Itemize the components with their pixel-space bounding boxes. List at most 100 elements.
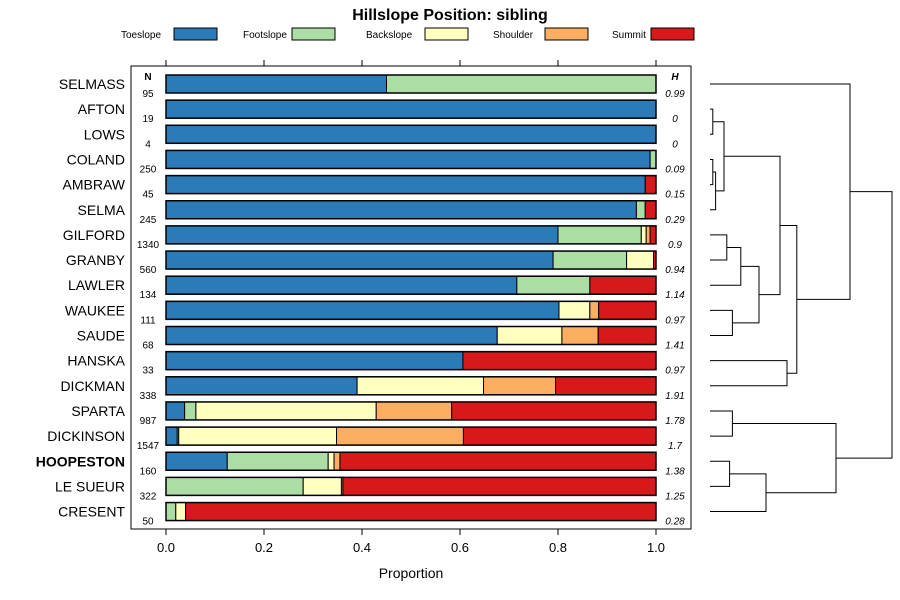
bar-segment-backslope — [327, 451, 335, 471]
legend-label-toeslope: Toeslope — [121, 30, 161, 41]
bar-row: GILFORD 1340 0.9 — [63, 225, 682, 251]
bar-outline — [165, 99, 657, 119]
dendrogram-branch — [712, 121, 725, 192]
bar-segment-backslope — [640, 225, 647, 245]
legend-label-footslope: Footslope — [243, 30, 287, 41]
row-label: LOWS — [84, 126, 125, 142]
row-label: WAUKEE — [65, 302, 125, 318]
row-h-value: 0 — [672, 139, 678, 150]
row-h-value: 0.28 — [665, 517, 685, 528]
row-n-value: 4 — [145, 139, 151, 150]
bar-row: DICKINSON 1547 1.7 — [47, 426, 682, 452]
row-n-value: 1340 — [137, 240, 160, 251]
row-label: CRESENT — [58, 504, 125, 520]
bar-outline — [165, 325, 657, 346]
bar-segment-footslope — [516, 275, 591, 295]
row-h-value: 0.97 — [665, 366, 685, 377]
bar-outline — [165, 350, 657, 371]
bar-segment-footslope — [184, 401, 197, 421]
x-tick-label: 1.0 — [647, 540, 665, 555]
bar-segment-toeslope — [165, 426, 178, 446]
bar-segment-summit — [598, 300, 657, 320]
bar-segment-backslope — [302, 476, 342, 496]
bar-segment-toeslope — [165, 250, 554, 270]
bar-segment-shoulder — [483, 376, 557, 396]
x-tick-label: 0.2 — [255, 540, 273, 555]
row-h-value: 0.97 — [665, 315, 685, 326]
row-label: SELMASS — [59, 76, 125, 92]
bar-segment-toeslope — [165, 351, 464, 371]
bar-outline — [165, 74, 657, 94]
legend-swatch-summit — [650, 27, 695, 41]
dendrogram-branch — [732, 423, 837, 494]
row-n-value: 95 — [142, 89, 154, 100]
bar-row: SELMA 245 0.29 — [78, 200, 685, 226]
bar-segment-footslope — [226, 451, 329, 471]
legend: Toeslope Footslope Backslope Shoulder Summit — [121, 27, 695, 41]
dendrogram-branch — [710, 360, 788, 387]
bar-outline — [165, 124, 657, 145]
row-h-value: 1.7 — [668, 441, 682, 452]
dendrogram-branch — [710, 158, 714, 186]
bar-row: SAUDE 68 1.41 — [77, 325, 685, 352]
dendrogram-branch — [710, 410, 733, 437]
row-n-value: 987 — [140, 416, 157, 427]
bar-segment-summit — [589, 275, 657, 295]
bar-segment-toeslope — [165, 401, 186, 421]
row-label: LAWLER — [68, 277, 125, 293]
bar-outline — [165, 225, 657, 245]
row-n-value: 322 — [140, 491, 157, 502]
row-n-value: 33 — [142, 366, 154, 377]
row-n-value: 19 — [142, 114, 154, 125]
bar-segment-footslope — [165, 476, 304, 496]
bar-segment-backslope — [496, 326, 563, 345]
dendrogram-branch — [710, 309, 733, 336]
row-h-value: 0.9 — [668, 240, 682, 251]
bar-segment-summit — [462, 426, 657, 446]
row-n-value: 245 — [140, 215, 157, 226]
bar-row: AFTON 19 0 — [78, 99, 678, 125]
row-label: HANSKA — [67, 353, 125, 369]
bar-segment-toeslope — [165, 225, 559, 245]
dendrogram-branch — [732, 265, 760, 324]
row-label: DICKMAN — [60, 378, 125, 394]
row-n-value: 338 — [140, 391, 157, 402]
bar-row: HOOPESTON 160 1.38 — [36, 451, 685, 477]
plot-frame — [130, 65, 692, 530]
legend-swatch-toeslope — [173, 27, 218, 41]
bar-segment-summit — [339, 451, 657, 471]
bar-outline — [165, 376, 657, 396]
bar-outline — [165, 501, 657, 522]
bar-segment-footslope — [557, 225, 642, 245]
row-n-value: 250 — [140, 164, 157, 175]
bar-row: LOWS 4 0 — [84, 124, 678, 150]
row-h-value: 1.41 — [665, 341, 684, 352]
bar-row: SPARTA 987 1.78 — [71, 401, 685, 427]
legend-label-shoulder: Shoulder — [493, 30, 534, 41]
legend-label-backslope: Backslope — [366, 30, 413, 41]
bar-outline — [165, 174, 657, 195]
bar-segment-footslope — [165, 502, 177, 522]
row-h-value: 1.78 — [665, 416, 685, 427]
row-h-value: 1.91 — [665, 391, 684, 402]
row-h-value: 1.25 — [665, 491, 685, 502]
bar-rows: SELMASS 95 0.99 AFTON 19 0 LOWS 4 0 COLAND 250 0.09… — [36, 74, 685, 528]
row-n-value: 560 — [140, 265, 157, 276]
bar-row: SELMASS 95 0.99 — [59, 74, 685, 100]
bar-segment-summit — [555, 376, 657, 396]
bar-segment-shoulder — [645, 225, 651, 245]
bar-segment-backslope — [175, 502, 187, 522]
chart-title: Hillslope Position: sibling — [352, 7, 548, 24]
row-label: AFTON — [78, 101, 125, 117]
row-h-value: 0.29 — [665, 215, 685, 226]
bar-segment-footslope — [386, 74, 657, 94]
dendrogram-branch — [710, 460, 731, 487]
bar-outline — [165, 149, 657, 170]
bar-segment-shoulder — [375, 401, 453, 421]
row-label: SELMA — [78, 202, 126, 218]
bar-segment-footslope — [552, 250, 628, 270]
bar-segment-shoulder — [589, 300, 600, 320]
bar-row: COLAND 250 0.09 — [67, 149, 685, 175]
bar-row: DICKMAN 338 1.91 — [60, 376, 685, 402]
x-tick-label: 0.4 — [353, 540, 371, 555]
